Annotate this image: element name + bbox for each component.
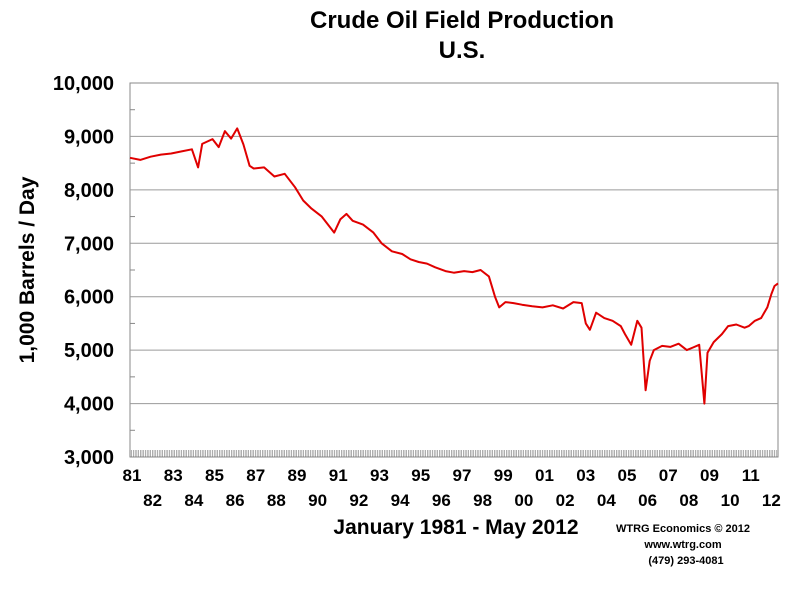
credit-website: www.wtrg.com [643, 539, 721, 551]
x-tick-label: 87 [246, 466, 265, 485]
x-tick-label: 02 [556, 491, 575, 510]
y-tick-label: 5,000 [64, 340, 114, 362]
y-tick-label: 6,000 [64, 287, 114, 309]
series-group [129, 127, 779, 405]
x-tick-label: 99 [494, 466, 513, 485]
chart-subtitle: U.S. [439, 37, 486, 64]
x-tick-label: 10 [721, 491, 740, 510]
plot-area [129, 82, 779, 458]
series-line [129, 127, 779, 405]
x-tick-labels: 81 83 85 87 89 91 93 95 97 99 01 03 05 07 09 11 82 84 86 88… [123, 466, 781, 510]
y-tick-label: 4,000 [64, 394, 114, 416]
x-tick-label: 82 [143, 491, 162, 510]
x-tick-label: 83 [164, 466, 183, 485]
x-tick-label: 08 [679, 491, 698, 510]
x-tick-label: 93 [370, 466, 389, 485]
x-tick-label: 03 [576, 466, 595, 485]
x-tick-label: 01 [535, 466, 554, 485]
x-tick-label: 90 [308, 491, 327, 510]
x-tick-label: 98 [473, 491, 492, 510]
y-tick-label: 10,000 [53, 73, 114, 95]
x-tick-label: 11 [742, 466, 760, 485]
x-tick-label: 04 [597, 491, 616, 510]
credit-line-1: WTRG Economics © 2012 [616, 523, 750, 535]
gridlines [130, 135, 778, 405]
x-tick-label: 09 [700, 466, 719, 485]
y-tick-label: 9,000 [64, 126, 114, 148]
x-tick-label: 85 [205, 466, 224, 485]
x-tick-label: 07 [659, 466, 678, 485]
y-tick-label: 3,000 [64, 447, 114, 469]
minor-ticks [129, 109, 779, 457]
x-tick-label: 86 [226, 491, 245, 510]
x-tick-label: 92 [349, 491, 368, 510]
credit-phone: (479) 293-4081 [648, 555, 723, 567]
y-tick-labels: 3,000 4,000 5,000 6,000 7,000 8,000 9,000 10,00… [53, 73, 114, 469]
x-tick-label: 00 [514, 491, 533, 510]
x-tick-label: 81 [123, 466, 142, 485]
x-axis-label: January 1981 - May 2012 [333, 516, 578, 539]
x-tick-label: 96 [432, 491, 451, 510]
x-tick-label: 05 [618, 466, 637, 485]
y-tick-label: 8,000 [64, 180, 114, 202]
x-tick-label: 97 [453, 466, 472, 485]
x-tick-label: 84 [184, 491, 203, 510]
chart-title: Crude Oil Field Production [310, 7, 614, 34]
x-tick-label: 95 [411, 466, 430, 485]
x-tick-label: 12 [762, 491, 781, 510]
y-axis-label: 1,000 Barrels / Day [16, 176, 39, 363]
x-tick-label: 89 [288, 466, 307, 485]
x-tick-label: 91 [329, 466, 348, 485]
x-tick-label: 94 [391, 491, 410, 510]
y-tick-label: 7,000 [64, 233, 114, 255]
x-tick-label: 88 [267, 491, 286, 510]
x-tick-label: 06 [638, 491, 657, 510]
